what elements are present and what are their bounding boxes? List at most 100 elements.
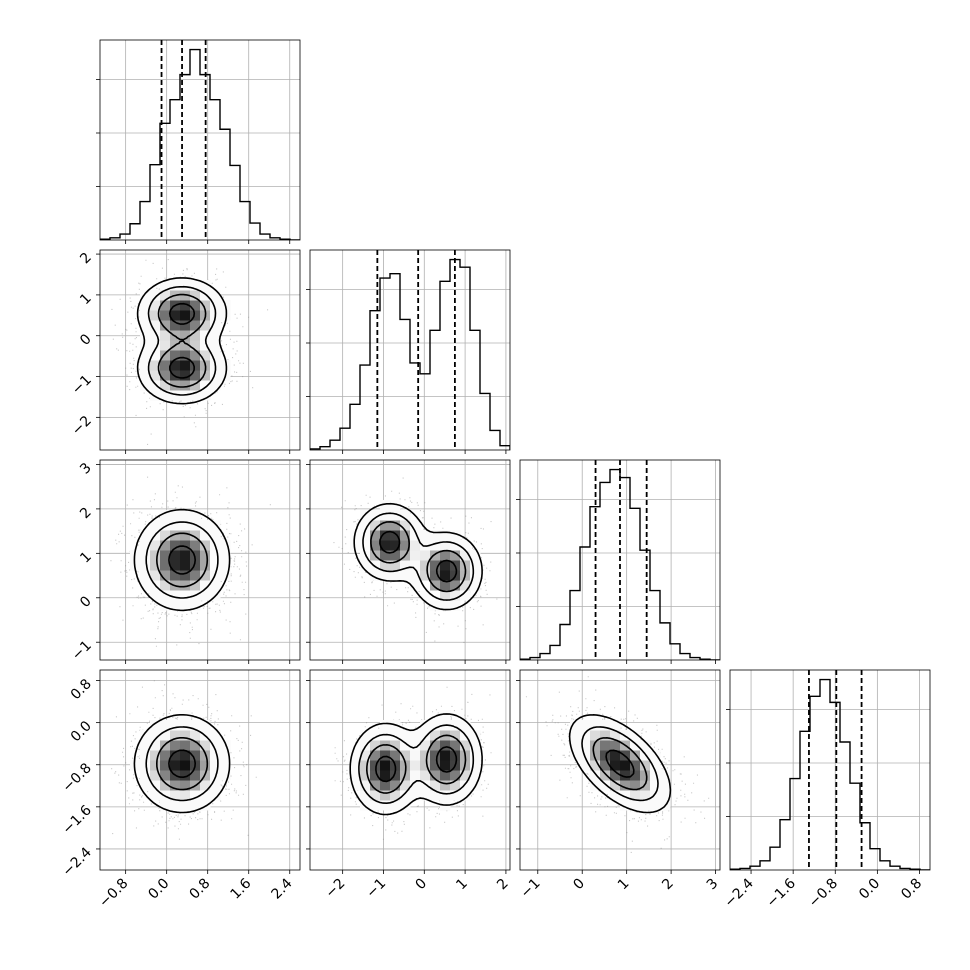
density-cell — [470, 560, 481, 571]
density-cell — [620, 800, 631, 811]
density-cell — [650, 760, 661, 771]
density-cell — [170, 320, 181, 331]
density-cell — [410, 790, 421, 801]
density-cell — [160, 720, 171, 731]
density-cell — [170, 310, 181, 321]
density-cell — [200, 370, 211, 381]
x-tick-label: 0.0 — [856, 876, 883, 903]
density-cell — [170, 720, 181, 731]
density-cell — [200, 520, 211, 531]
density-cell — [220, 570, 231, 581]
scatter-panel-2-1 — [306, 459, 511, 664]
contour-level-1 — [145, 726, 219, 802]
density-cell — [460, 720, 471, 731]
density-cell — [200, 280, 211, 291]
density-cell — [190, 750, 201, 761]
density-cell — [170, 330, 181, 341]
scatter-panel-1-0: −2 −1 0 1 2 — [69, 249, 301, 454]
density-cell — [570, 750, 581, 761]
density-cell — [420, 770, 431, 781]
density-cell — [190, 560, 201, 571]
density-cell — [160, 580, 171, 591]
density-cell — [390, 530, 401, 541]
y-tick-label: 1 — [77, 549, 95, 567]
panel-content — [520, 670, 720, 870]
density-cell — [190, 290, 201, 301]
x-tick-label: 2 — [494, 876, 512, 894]
density-cell — [610, 760, 621, 771]
density-cell — [450, 590, 461, 601]
contour-level-1 — [147, 285, 217, 396]
density-cell — [390, 730, 401, 741]
density-cell — [140, 380, 151, 391]
x-tick-label: 0.8 — [186, 876, 213, 903]
density-cell — [140, 340, 151, 351]
density-cell — [370, 520, 381, 531]
density-cell — [440, 790, 451, 801]
density-cell — [440, 770, 451, 781]
density-cell — [380, 800, 391, 811]
density-cell — [380, 500, 391, 511]
density-cell — [410, 520, 421, 531]
density-cell — [380, 540, 391, 551]
density-cell — [200, 590, 211, 601]
density-cell — [400, 520, 411, 531]
density-cell — [580, 720, 591, 731]
density-cell — [580, 760, 591, 771]
density-cell — [140, 330, 151, 341]
density-cell — [140, 780, 151, 791]
panel-content — [100, 250, 300, 450]
density-cell — [350, 760, 361, 771]
axes-frame — [519, 669, 721, 871]
density-cell — [210, 320, 221, 331]
density-cell — [180, 560, 191, 571]
density-cell — [420, 530, 431, 541]
density-cell — [450, 600, 461, 611]
density-cell — [420, 550, 431, 561]
density-cell — [640, 760, 651, 771]
density-cell — [430, 740, 441, 751]
density-cell — [600, 740, 611, 751]
density-cell — [590, 770, 601, 781]
density-cell — [410, 750, 421, 761]
density-cell — [180, 330, 191, 341]
density-cell — [200, 790, 211, 801]
density-cell — [430, 530, 441, 541]
density-cell — [190, 330, 201, 341]
density-cell — [200, 780, 211, 791]
y-tick-label: −1 — [69, 638, 95, 664]
y-tick-label: −1.6 — [59, 802, 94, 837]
contour-level-1 — [358, 724, 475, 804]
axes-frame — [99, 249, 301, 451]
scatter-panel-2-0: −1 0 1 2 3 — [69, 459, 301, 664]
density-cell — [420, 780, 431, 791]
density-cell — [630, 770, 641, 781]
density-cell — [180, 570, 191, 581]
density-cell — [190, 550, 201, 561]
density-cell — [180, 530, 191, 541]
density-cell — [140, 530, 151, 541]
contour-level-2 — [156, 737, 209, 791]
density-cell — [610, 740, 621, 751]
x-tick-label: 2 — [659, 876, 677, 894]
density-cell — [170, 280, 181, 291]
density-cell — [150, 720, 161, 731]
density-cell — [390, 800, 401, 811]
density-cell — [360, 730, 371, 741]
density-cell — [180, 540, 191, 551]
density-cell — [150, 540, 161, 551]
density-cell — [210, 330, 221, 341]
density-cell — [370, 760, 381, 771]
density-cell — [150, 520, 161, 531]
density-cell — [180, 350, 191, 361]
density-cell — [200, 580, 211, 591]
density-cell — [180, 590, 191, 601]
density-cell — [430, 540, 441, 551]
axes-frame — [309, 459, 511, 661]
density-cell — [170, 800, 181, 811]
density-cell — [600, 750, 611, 761]
density-cell — [160, 310, 171, 321]
density-cell — [170, 730, 181, 741]
density-cell — [400, 740, 411, 751]
density-cell — [440, 530, 451, 541]
